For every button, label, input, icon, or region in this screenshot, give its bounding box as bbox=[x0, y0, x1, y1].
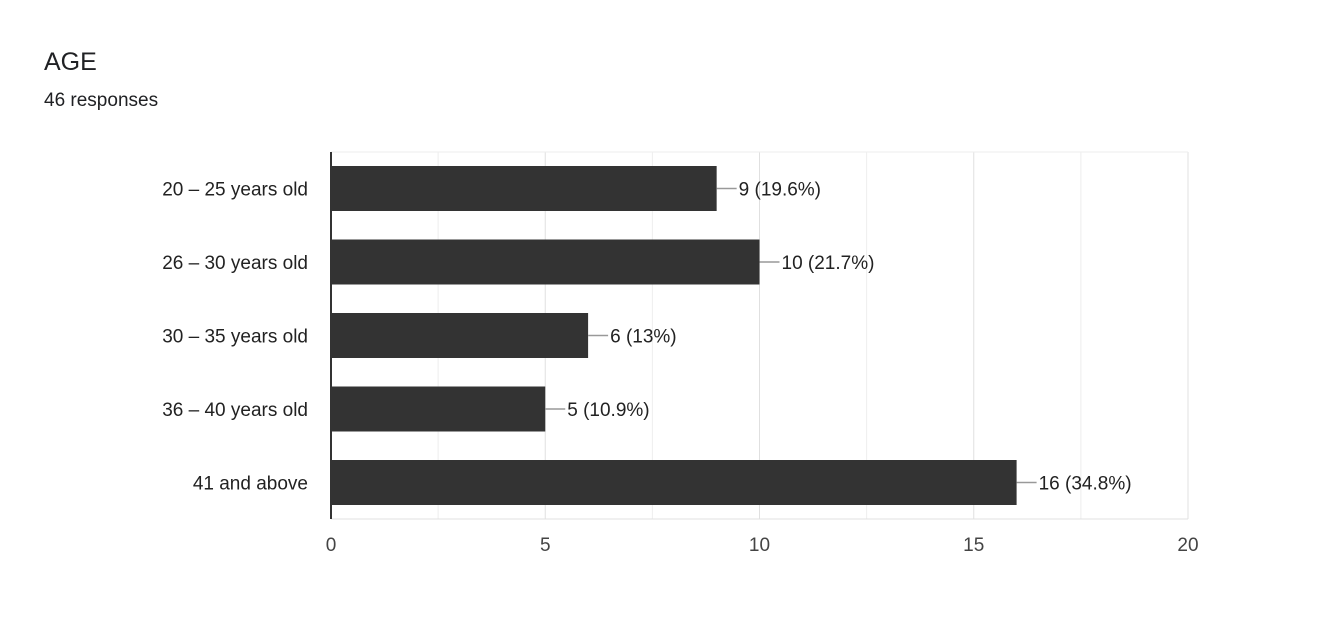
data-label: 10 (21.7%) bbox=[782, 253, 875, 274]
bar[interactable] bbox=[331, 386, 546, 432]
x-tick-label: 0 bbox=[326, 535, 337, 556]
bars bbox=[331, 166, 1017, 505]
category-label: 41 and above bbox=[193, 474, 308, 495]
x-tick-label: 20 bbox=[1177, 535, 1198, 556]
data-label: 16 (34.8%) bbox=[1039, 474, 1132, 495]
response-count: 46 responses bbox=[44, 90, 159, 111]
x-tick-label: 5 bbox=[540, 535, 551, 556]
data-label: 5 (10.9%) bbox=[567, 400, 649, 421]
category-label: 36 – 40 years old bbox=[162, 400, 308, 421]
bar[interactable] bbox=[331, 313, 589, 358]
bar[interactable] bbox=[331, 239, 760, 285]
category-label: 26 – 30 years old bbox=[162, 253, 308, 274]
category-label: 30 – 35 years old bbox=[162, 327, 308, 348]
bar[interactable] bbox=[331, 166, 717, 211]
bar[interactable] bbox=[331, 460, 1017, 505]
x-tick-label: 10 bbox=[749, 535, 770, 556]
labels: 9 (19.6%) 20 – 25 years old 10 (21.7%) 26 –… bbox=[162, 180, 1131, 495]
data-label: 9 (19.6%) bbox=[739, 180, 821, 201]
x-tick-label: 15 bbox=[963, 535, 984, 556]
question-title: AGE bbox=[44, 48, 97, 76]
axes: 0 5 10 15 20 bbox=[326, 152, 1199, 556]
category-label: 20 – 25 years old bbox=[162, 180, 308, 201]
data-label: 6 (13%) bbox=[610, 327, 677, 348]
